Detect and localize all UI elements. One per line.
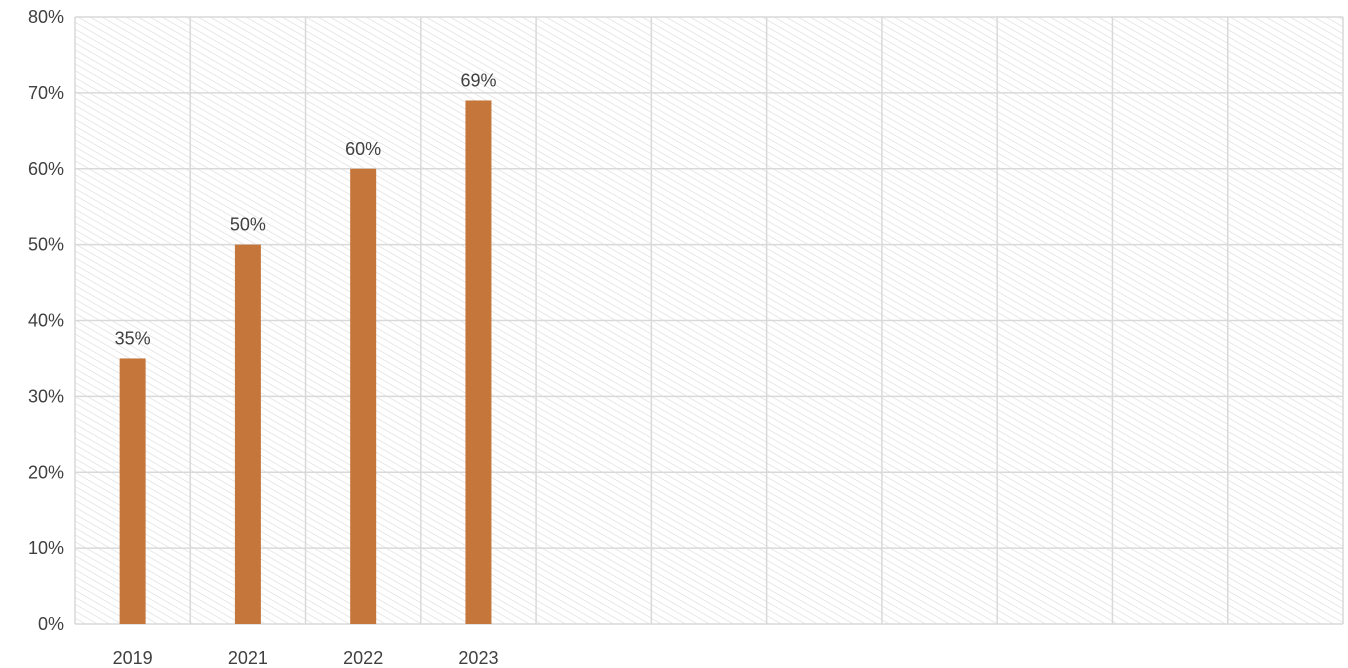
x-tick-label: 2023 [458,648,498,668]
y-tick-label: 60% [28,159,64,179]
bar [350,168,377,624]
y-tick-label: 80% [28,7,64,27]
y-tick-label: 20% [28,462,64,482]
bar [234,244,261,624]
data-label: 60% [345,139,381,159]
data-label: 69% [460,70,496,90]
y-tick-label: 0% [38,614,64,634]
y-tick-label: 70% [28,83,64,103]
x-tick-label: 2021 [228,648,268,668]
y-tick-label: 10% [28,538,64,558]
bar [119,358,146,624]
x-axis-tick-labels: 2019 2021 2022 2023 [113,648,499,668]
data-labels: 35% 50% 60% 69% [115,70,497,348]
x-tick-label: 2022 [343,648,383,668]
data-label: 35% [115,328,151,348]
y-tick-label: 50% [28,235,64,255]
bar [465,100,492,624]
y-axis-tick-labels: 0% 10% 20% 30% 40% 50% 60% 70% 80% [28,7,64,634]
x-tick-label: 2019 [113,648,153,668]
y-tick-label: 30% [28,386,64,406]
bars [119,100,492,624]
data-label: 50% [230,215,266,235]
gridlines [74,16,1344,625]
y-tick-label: 40% [28,311,64,331]
